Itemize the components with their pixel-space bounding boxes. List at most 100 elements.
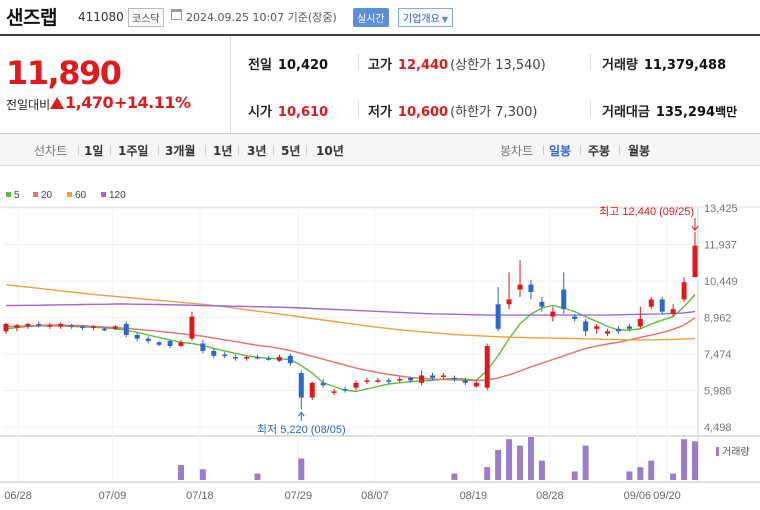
- period-10y[interactable]: 10년: [316, 144, 344, 158]
- candle-body: [681, 282, 687, 300]
- candle-body: [583, 321, 589, 332]
- stat-divider: [590, 54, 591, 70]
- volume-bar: [254, 473, 261, 480]
- y-tick-label: 8,962: [704, 312, 732, 324]
- y-tick-label: 5,986: [704, 385, 732, 397]
- separator: [580, 145, 581, 155]
- legend-label: 60: [75, 190, 87, 201]
- stat-label: 저가: [368, 105, 392, 120]
- candle-body: [342, 388, 348, 391]
- y-tick-label: 7,474: [704, 349, 732, 361]
- x-tick-label: 06/28: [4, 490, 32, 502]
- candle-body: [430, 375, 436, 378]
- ma5-line: [5, 294, 696, 393]
- x-tick-label: 09/20: [653, 490, 681, 502]
- tab-daily[interactable]: 일봉: [549, 144, 572, 158]
- candle-chart-label: 봉차트: [500, 144, 534, 158]
- tab-weekly[interactable]: 주봉: [588, 144, 611, 158]
- period-1y[interactable]: 1년: [213, 144, 233, 158]
- calendar-icon: [171, 9, 182, 20]
- separator: [273, 145, 274, 155]
- candle-body: [495, 304, 501, 329]
- x-tick-label: 07/18: [186, 490, 214, 502]
- period-1w[interactable]: 1주일: [118, 144, 149, 158]
- candle-body: [659, 299, 665, 312]
- candle-body: [309, 382, 315, 398]
- stat-value: 10,610: [277, 105, 329, 120]
- candle-body: [375, 380, 381, 382]
- stat-value: 135,294: [655, 105, 716, 120]
- candle-body: [572, 316, 578, 320]
- header-divider: [0, 34, 760, 36]
- volume-bar: [637, 467, 644, 480]
- volume-bar: [177, 464, 184, 480]
- period-1d[interactable]: 1일: [84, 144, 104, 158]
- candle-body: [101, 328, 107, 331]
- change-label: 전일대비: [6, 98, 51, 112]
- x-tick-label: 07/09: [99, 490, 127, 502]
- stat-high: 고가 12,440 (상한가 13,540): [368, 54, 546, 73]
- candle-body: [397, 379, 403, 381]
- stat-label: 시가: [248, 105, 272, 120]
- stat-low: 저가 10,600 (하한가 7,300): [368, 101, 537, 120]
- volume-bar: [527, 437, 534, 480]
- period-3m[interactable]: 3개월: [165, 144, 196, 158]
- candle-body: [25, 323, 31, 327]
- volume-bar: [506, 439, 513, 480]
- volume-bar: [692, 441, 698, 480]
- candle-body: [14, 325, 20, 328]
- candle-body: [200, 343, 206, 351]
- price-divider: [230, 36, 231, 133]
- candle-body: [648, 299, 654, 307]
- volume-bar: [571, 471, 578, 480]
- period-5y[interactable]: 5년: [281, 144, 301, 158]
- candle-body: [561, 289, 567, 310]
- candle-body: [408, 377, 414, 381]
- period-bar: 선차트 1일 1주일 3개월 1년 3년 5년 10년 봉차트 일봉 주봉 월봉: [0, 134, 760, 166]
- x-tick-label: 07/29: [285, 490, 313, 502]
- candle-body: [90, 326, 96, 328]
- stat-value: 10,600: [397, 105, 449, 120]
- legend-swatch: [101, 192, 106, 197]
- candle-body: [637, 319, 643, 327]
- candle-body: [156, 342, 162, 345]
- candle-body: [80, 326, 86, 328]
- candle-body: [167, 341, 173, 346]
- stat-prev-close: 전일 10,420: [248, 54, 328, 73]
- stat-divider: [590, 101, 591, 117]
- up-triangle-icon: [50, 97, 64, 109]
- x-tick-label: 09/06: [624, 490, 652, 502]
- volume-bar: [648, 460, 655, 480]
- candle-body: [58, 323, 64, 327]
- stock-code: 411080: [78, 10, 124, 24]
- tab-monthly[interactable]: 월봉: [628, 144, 651, 158]
- realtime-button[interactable]: 실시간: [353, 8, 389, 27]
- candle-body: [419, 375, 425, 383]
- candle-body: [211, 350, 217, 356]
- volume-bar: [670, 473, 677, 480]
- legend-label: 5: [14, 190, 20, 201]
- stat-amount: 거래대금 135,294백만: [602, 101, 737, 120]
- candle-body: [550, 311, 556, 317]
- x-tick-label: 08/28: [536, 490, 564, 502]
- candle-body: [364, 380, 370, 382]
- legend-swatch: [6, 192, 11, 197]
- candle-body: [594, 326, 600, 329]
- upper-limit: (상한가 13,540): [450, 58, 546, 73]
- stat-label: 거래대금: [602, 105, 650, 120]
- volume-bar: [517, 445, 524, 480]
- company-info-dropdown[interactable]: 기업개요 ▼: [398, 8, 453, 27]
- period-3y[interactable]: 3년: [247, 144, 267, 158]
- separator: [110, 145, 111, 155]
- candle-body: [69, 325, 75, 327]
- separator: [78, 145, 79, 155]
- stat-divider: [358, 101, 359, 117]
- candle-body: [3, 323, 9, 332]
- candle-body: [353, 382, 359, 388]
- volume-bar: [681, 439, 688, 480]
- stock-header: 샌즈랩 411080 코스닥 2024.09.25 10:07 기준(장중) 실…: [0, 0, 760, 34]
- candle-body: [287, 355, 293, 364]
- quote-datetime: 2024.09.25 10:07 기준(장중): [186, 11, 337, 24]
- stats-divider: [0, 133, 760, 134]
- volume-bar: [538, 460, 545, 480]
